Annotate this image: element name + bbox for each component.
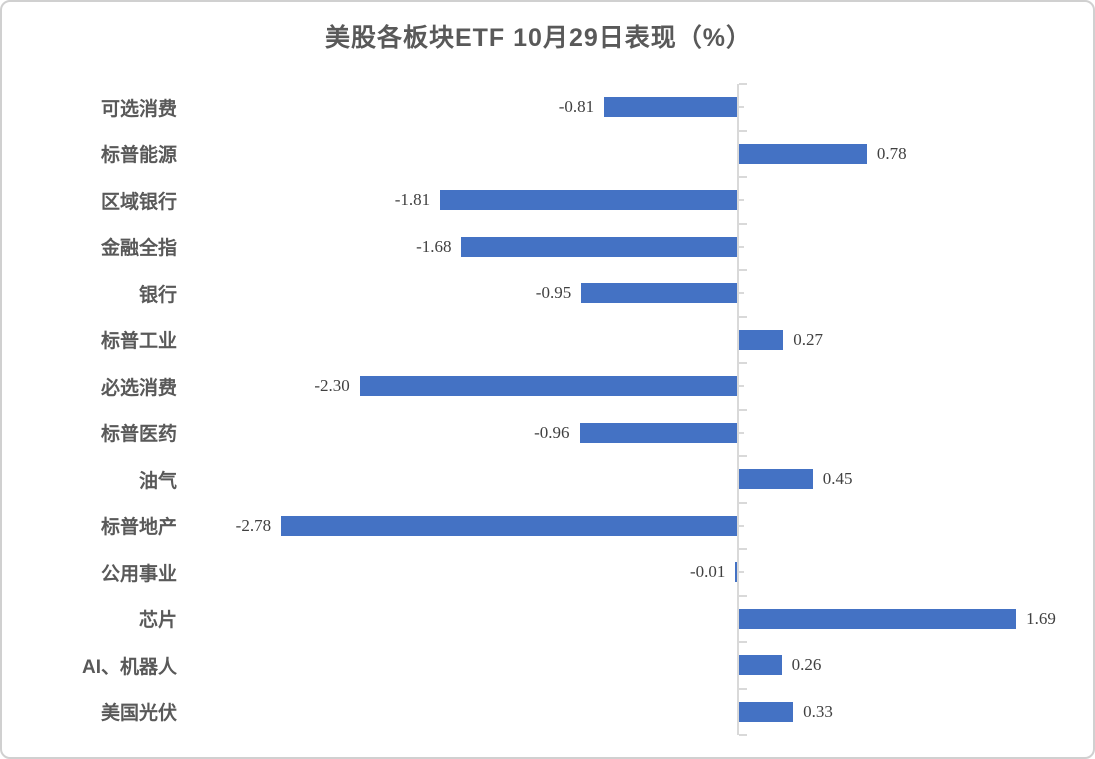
category-label: 标普医药	[100, 424, 177, 446]
bar	[579, 422, 737, 443]
value-label: -0.01	[689, 562, 726, 582]
category-label: 油气	[138, 470, 177, 492]
axis-midpoint-tick	[739, 385, 744, 388]
category-label: 美国光伏	[100, 703, 177, 725]
axis-boundary-tick	[739, 83, 747, 85]
axis-boundary-tick	[739, 129, 747, 132]
bar	[604, 97, 737, 118]
bar-row: 标普医药 -0.96	[2, 410, 1093, 457]
axis-boundary-tick	[739, 687, 747, 690]
bar-row: 可选消费 -0.81	[2, 84, 1093, 131]
category-label: 标普能源	[100, 145, 177, 167]
category-label: 公用事业	[100, 563, 177, 585]
category-label: 标普工业	[100, 331, 177, 353]
value-label: -0.96	[534, 422, 570, 442]
axis-boundary-tick	[739, 501, 747, 504]
value-label: 0.45	[822, 469, 853, 489]
chart-title: 美股各板块ETF 10月29日表现（%）	[324, 24, 752, 52]
category-label: 标普地产	[100, 517, 177, 539]
bar-row: 金融全指 -1.68	[2, 224, 1093, 271]
bar	[739, 329, 784, 350]
value-label: 1.69	[1026, 608, 1056, 628]
category-axis-line	[737, 84, 739, 735]
value-label: -1.68	[416, 236, 452, 256]
value-label: 0.27	[793, 329, 824, 349]
bar-row: 公用事业 -0.01	[2, 549, 1093, 596]
bar-row: 标普能源 0.78	[2, 131, 1093, 178]
axis-midpoint-tick	[739, 571, 744, 574]
axis-boundary-tick	[739, 176, 747, 178]
axis-boundary-tick	[739, 408, 747, 411]
axis-midpoint-tick	[739, 245, 744, 248]
bar	[440, 190, 737, 211]
bar	[739, 608, 1017, 629]
axis-midpoint-tick	[739, 106, 744, 109]
bar	[739, 701, 794, 722]
bar	[735, 562, 737, 583]
value-label: -0.81	[558, 97, 595, 117]
bar-row: 必选消费 -2.30	[2, 363, 1093, 410]
value-label: 0.78	[876, 143, 907, 163]
value-label: -2.78	[235, 515, 272, 535]
axis-boundary-tick	[739, 315, 747, 318]
value-label: -2.30	[314, 376, 350, 396]
category-label: 必选消费	[100, 377, 177, 399]
axis-boundary-tick	[739, 269, 747, 271]
bar-row: 油气 0.45	[2, 456, 1093, 503]
bar-row: AI、机器人 0.26	[2, 642, 1093, 689]
bar	[739, 469, 813, 490]
axis-boundary-tick	[739, 734, 747, 736]
axis-boundary-tick	[739, 641, 747, 643]
axis-boundary-tick	[739, 548, 747, 550]
category-label: 区域银行	[100, 191, 177, 213]
bar-row: 银行 -0.95	[2, 270, 1093, 317]
bar	[461, 236, 737, 257]
category-label: 可选消费	[100, 98, 177, 120]
bar	[281, 515, 737, 536]
axis-boundary-tick	[739, 594, 747, 597]
value-label: -0.95	[535, 283, 572, 303]
category-label: 银行	[138, 284, 177, 306]
bar	[359, 376, 737, 397]
value-label: 0.26	[791, 655, 822, 675]
axis-boundary-tick	[739, 362, 747, 364]
value-label: 0.33	[803, 701, 833, 721]
category-label: AI、机器人	[81, 656, 177, 678]
axis-midpoint-tick	[739, 199, 744, 202]
axis-midpoint-tick	[739, 431, 744, 434]
bar-row: 美国光伏 0.33	[2, 689, 1093, 736]
category-label: 芯片	[138, 610, 177, 632]
bar	[739, 655, 782, 676]
axis-boundary-tick	[739, 222, 747, 225]
bar-row: 区域银行 -1.81	[2, 177, 1093, 224]
bar-row: 芯片 1.69	[2, 596, 1093, 643]
axis-midpoint-tick	[739, 292, 744, 295]
bar-row: 标普地产 -2.78	[2, 503, 1093, 550]
bar-row: 标普工业 0.27	[2, 317, 1093, 364]
bar	[581, 283, 737, 304]
category-label: 金融全指	[100, 238, 177, 260]
bar	[739, 143, 867, 164]
axis-midpoint-tick	[739, 524, 744, 527]
axis-boundary-tick	[739, 455, 747, 457]
value-label: -1.81	[394, 190, 431, 210]
